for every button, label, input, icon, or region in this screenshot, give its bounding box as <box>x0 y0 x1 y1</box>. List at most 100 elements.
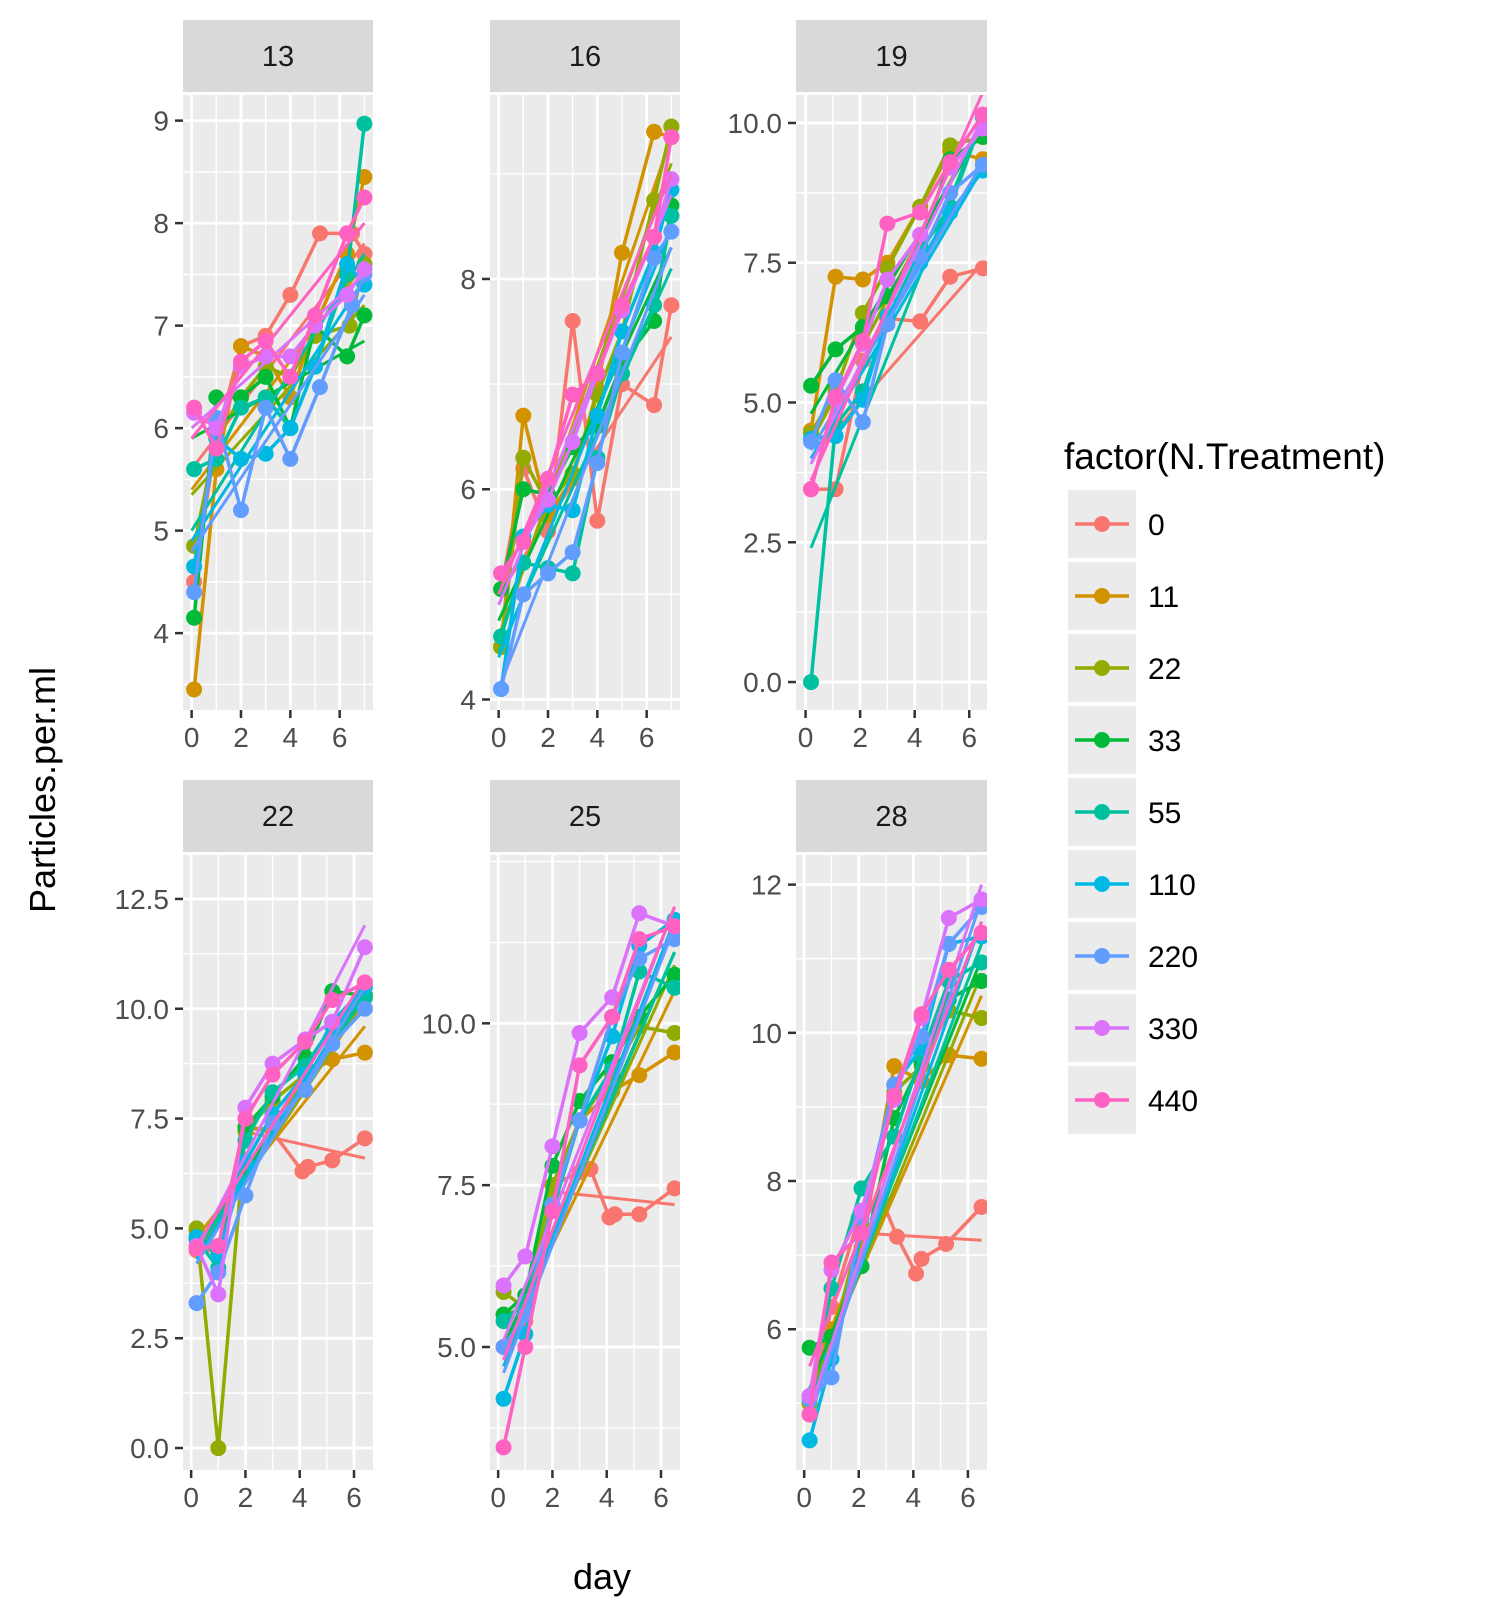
series-440 <box>801 921 987 1423</box>
legend-title: factor(N.Treatment) <box>1064 436 1385 477</box>
data-point <box>974 106 987 123</box>
data-point <box>232 450 249 467</box>
x-tick-label: 4 <box>292 1482 308 1513</box>
y-tick-label: 8 <box>153 208 169 239</box>
y-tick-label: 8 <box>766 1166 782 1197</box>
legend-label: 220 <box>1148 941 1198 974</box>
data-point <box>210 1286 227 1303</box>
data-point <box>299 1158 316 1175</box>
data-point <box>803 481 820 498</box>
x-tick-label: 2 <box>233 722 249 753</box>
data-point <box>356 1044 373 1061</box>
legend-key-point <box>1094 1020 1110 1036</box>
data-point <box>356 261 373 278</box>
data-point <box>854 271 871 288</box>
data-point <box>257 333 274 349</box>
legend-key-point <box>1094 804 1110 820</box>
data-point <box>495 1313 512 1330</box>
series-layer <box>493 118 680 697</box>
legend-item-110: 110 <box>1068 850 1196 918</box>
data-point <box>801 1432 818 1449</box>
x-tick-label: 6 <box>960 1482 976 1513</box>
x-tick-label: 0 <box>184 722 200 753</box>
axes: 0 2 4 6 0.0 2.5 5.0 7.5 10.0 <box>728 108 978 753</box>
panel-22: 22 0 2 4 6 0.0 2.5 5.0 7.5 10.0 12.5 <box>115 780 373 1513</box>
y-tick-label: 0.0 <box>743 667 782 698</box>
data-point <box>257 399 274 416</box>
y-tick-label: 10.0 <box>728 108 783 139</box>
data-point <box>663 297 680 314</box>
x-tick-label: 4 <box>590 722 606 753</box>
legend-label: 33 <box>1148 725 1181 758</box>
facet-strip-label: 13 <box>262 41 294 73</box>
panel-25: 25 0 2 4 6 5.0 7.5 10.0 <box>422 780 680 1513</box>
data-point <box>339 256 356 273</box>
data-point <box>666 979 680 996</box>
series-220 <box>803 156 987 451</box>
data-point <box>539 470 556 487</box>
facet-strip <box>183 780 373 852</box>
legend-label: 22 <box>1148 653 1181 686</box>
series-layer <box>803 95 987 691</box>
data-point <box>606 1206 623 1223</box>
data-point <box>210 1237 227 1254</box>
data-point <box>973 924 987 941</box>
data-point <box>942 154 959 171</box>
data-point <box>913 1006 930 1023</box>
y-tick-label: 4 <box>153 618 169 649</box>
y-tick-label: 7.5 <box>130 1104 169 1135</box>
series-220 <box>493 223 680 697</box>
data-point <box>589 407 606 424</box>
series-layer <box>495 905 680 1456</box>
data-point <box>186 584 203 601</box>
data-point <box>493 680 510 697</box>
legend: factor(N.Treatment) 0 11 22 33 55 110 220 330 44… <box>1064 436 1385 1134</box>
trend-line <box>195 924 367 1252</box>
data-point <box>973 1010 987 1027</box>
legend-item-330: 330 <box>1068 994 1198 1062</box>
x-tick-label: 4 <box>907 722 923 753</box>
legend-item-33: 33 <box>1068 706 1181 774</box>
x-tick-label: 2 <box>545 1482 561 1513</box>
data-point <box>879 271 896 288</box>
data-point <box>589 454 606 471</box>
legend-keys: 0 11 22 33 55 110 220 330 440 <box>1068 490 1198 1134</box>
data-point <box>827 341 844 358</box>
trend-line <box>502 925 676 1374</box>
legend-item-0: 0 <box>1068 490 1165 558</box>
data-point <box>297 1033 314 1050</box>
data-point <box>264 1055 281 1072</box>
data-point <box>663 129 680 146</box>
data-point <box>517 1248 534 1265</box>
data-point <box>974 260 987 277</box>
y-tick-label: 2.5 <box>130 1323 169 1354</box>
data-point <box>888 1228 905 1245</box>
data-point <box>356 307 373 324</box>
data-point <box>232 399 249 416</box>
y-axis-title: Particles.per.ml <box>22 667 63 913</box>
data-point <box>339 348 356 365</box>
legend-key-point <box>1094 1092 1110 1108</box>
series-layer <box>186 115 373 698</box>
data-point <box>564 433 581 450</box>
data-point <box>564 565 581 582</box>
series-440 <box>493 129 680 595</box>
data-point <box>803 377 820 394</box>
data-point <box>356 115 373 132</box>
x-tick-label: 6 <box>961 722 977 753</box>
data-point <box>614 297 631 314</box>
trend-line <box>808 921 983 1367</box>
data-point <box>823 1369 840 1386</box>
legend-item-11: 11 <box>1068 562 1179 630</box>
legend-label: 330 <box>1148 1013 1198 1046</box>
trend-line <box>808 898 983 1419</box>
data-point <box>264 1066 281 1083</box>
data-point <box>614 244 631 261</box>
y-tick-label: 9 <box>153 106 169 137</box>
series-line <box>192 196 366 451</box>
x-tick-label: 4 <box>906 1482 922 1513</box>
panel-16: 16 0 2 4 6 4 6 8 <box>460 20 680 753</box>
data-point <box>823 1254 840 1271</box>
x-axis-title: day <box>573 1556 631 1597</box>
